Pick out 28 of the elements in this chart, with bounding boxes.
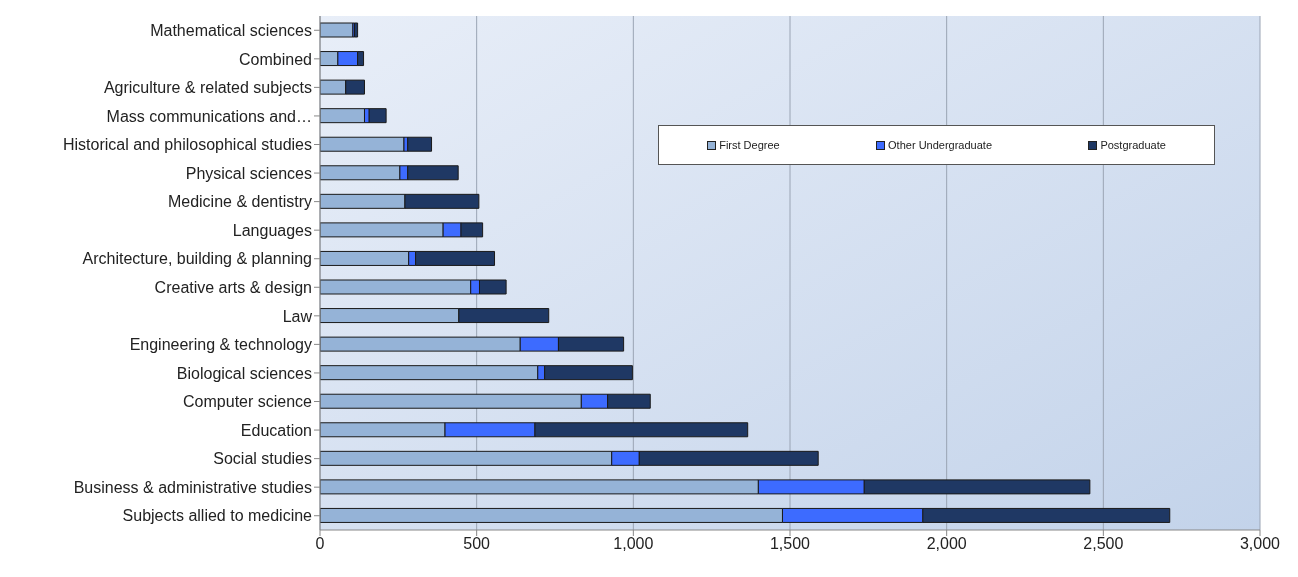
y-tick-label: Combined <box>239 50 312 68</box>
y-tick-label: Law <box>282 307 313 325</box>
legend-label: Other Undergraduate <box>888 139 993 151</box>
y-tick-label: Computer science <box>183 393 313 411</box>
y-tick-label: Biological sciences <box>176 364 312 382</box>
y-tick-label: Physical sciences <box>185 164 312 182</box>
y-tick-label: Agriculture & related subjects <box>103 79 312 97</box>
legend-label: First Degree <box>719 139 780 151</box>
y-tick-label: Education <box>240 421 312 439</box>
y-tick-label: Mathematical sciences <box>150 21 312 39</box>
x-tick-label: 500 <box>463 535 491 553</box>
x-tick-label: 3,000 <box>1239 535 1281 553</box>
y-tick-label: Medicine & dentistry <box>167 193 312 211</box>
y-tick-label: Languages <box>232 221 312 239</box>
y-tick-label: Historical and philosophical studies <box>62 136 312 154</box>
y-tick-label: Creative arts & design <box>154 278 312 296</box>
y-tick-label: Architecture, building & planning <box>82 250 312 268</box>
x-tick-label: 2,000 <box>926 535 967 553</box>
x-tick-label: 0 <box>315 535 325 553</box>
x-tick-label: 1,500 <box>769 535 811 553</box>
y-tick-label: Business & administrative studies <box>73 478 312 496</box>
y-tick-label: Subjects allied to medicine <box>122 507 313 525</box>
y-tick-label: Mass communications and… <box>106 107 312 125</box>
legend-label: Postgraduate <box>1100 139 1166 151</box>
y-tick-label: Engineering & technology <box>129 336 312 354</box>
y-tick-label: Social studies <box>213 450 312 468</box>
x-tick-label: 1,000 <box>613 535 654 553</box>
x-tick-label: 2,500 <box>1083 535 1124 553</box>
